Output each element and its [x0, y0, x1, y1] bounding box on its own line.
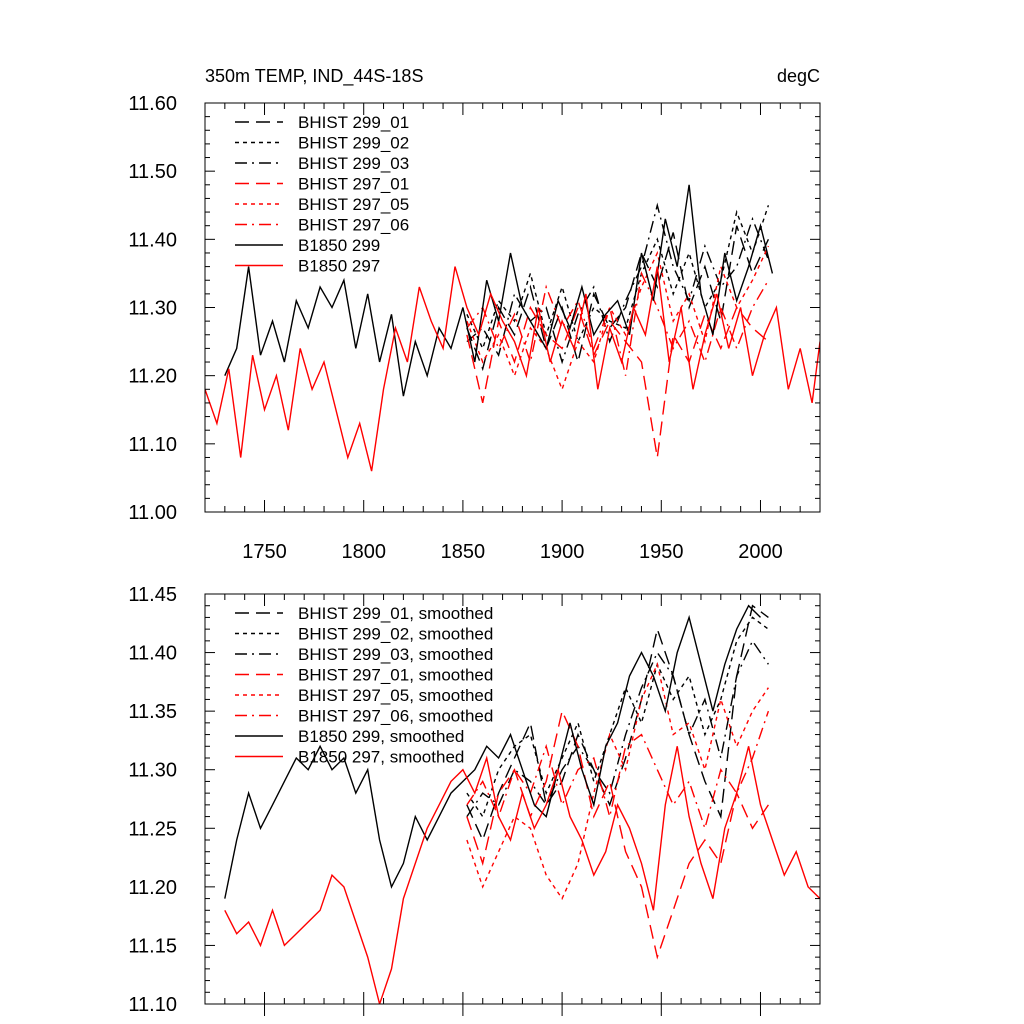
- y-tick-label: 11.50: [128, 161, 177, 183]
- y-tick-label: 11.10: [128, 994, 177, 1016]
- series-line-4: [466, 708, 769, 960]
- legend-entry: BHIST 299_01: [298, 113, 409, 132]
- y-tick-label: 11.30: [128, 760, 177, 782]
- x-tick-label: 1800: [341, 541, 386, 563]
- legend-entry: BHIST 297_01, smoothed: [298, 666, 493, 685]
- legend-entry: BHIST 297_06: [298, 216, 409, 235]
- legend-entry: BHIST 299_02, smoothed: [298, 625, 493, 644]
- y-tick-label: 11.20: [128, 877, 177, 899]
- legend-entry: BHIST 299_02: [298, 134, 409, 153]
- series-line-7: [224, 604, 761, 899]
- y-tick-label: 11.00: [128, 502, 177, 524]
- series-line-5: [466, 662, 769, 901]
- legend-entry: BHIST 299_03, smoothed: [298, 645, 493, 664]
- y-tick-label: 11.45: [128, 584, 177, 606]
- y-tick-label: 11.35: [128, 701, 177, 723]
- series-line-5: [466, 245, 770, 392]
- y-tick-label: 11.10: [128, 434, 177, 456]
- series-line-2: [466, 616, 769, 819]
- series-line-8: [205, 266, 820, 472]
- x-tick-label: 1900: [540, 541, 585, 563]
- legend-entry: B1850 299: [298, 236, 380, 255]
- series-line-7: [224, 184, 774, 397]
- legend-entry: BHIST 297_06, smoothed: [298, 707, 493, 726]
- series-line-2: [466, 205, 770, 351]
- series-line-8: [224, 746, 820, 1004]
- top-panel: 350m TEMP, IND_44S-18S degC 11.00 11.10 11…: [128, 66, 821, 563]
- top-panel-units: degC: [777, 66, 820, 86]
- legend-entry: BHIST 297_01: [298, 175, 409, 194]
- legend-entry: BHIST 299_01, smoothed: [298, 604, 493, 623]
- series-line-4: [466, 305, 769, 458]
- x-tick-label: 1750: [242, 541, 287, 563]
- legend-entry: B1850 297, smoothed: [298, 748, 464, 767]
- legend-entry: BHIST 297_05, smoothed: [298, 686, 493, 705]
- series-line-3: [466, 639, 769, 817]
- legend-entry: B1850 299, smoothed: [298, 727, 464, 746]
- top-panel-title: 350m TEMP, IND_44S-18S: [205, 66, 423, 87]
- x-tick-label: 1950: [639, 541, 684, 563]
- y-tick-label: 11.40: [128, 643, 177, 665]
- series-line-1: [466, 225, 770, 372]
- plot-frame: [204, 593, 821, 1005]
- series-line-6: [466, 710, 770, 831]
- legend-entry: BHIST 297_05: [298, 195, 409, 214]
- y-tick-label: 11.25: [128, 818, 177, 840]
- series-line-6: [466, 271, 770, 376]
- legend-entry: BHIST 299_03: [298, 154, 409, 173]
- y-tick-label: 11.30: [128, 298, 177, 320]
- bottom-panel: 11.10 11.15 11.20 11.25 11.30 11.35 11.40 11.45…: [128, 584, 821, 1016]
- legend-entry: B1850 297: [298, 257, 380, 276]
- y-tick-label: 11.20: [128, 366, 177, 388]
- y-tick-label: 11.15: [128, 935, 177, 957]
- y-tick-label: 11.40: [128, 229, 177, 251]
- x-tick-label: 2000: [738, 541, 783, 563]
- y-tick-label: 11.60: [128, 93, 177, 115]
- x-tick-label: 1850: [441, 541, 486, 563]
